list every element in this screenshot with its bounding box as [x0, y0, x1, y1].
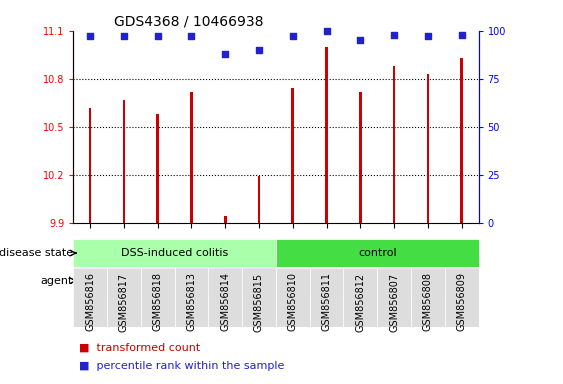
Text: GSM856818: GSM856818 [153, 272, 163, 331]
Text: DSS-induced colitis: DSS-induced colitis [121, 248, 228, 258]
Bar [157, 114, 159, 223]
Point [423, 33, 432, 40]
Bar [73, 239, 276, 267]
Bar [224, 216, 226, 223]
Bar [89, 108, 91, 223]
Text: control: control [358, 248, 396, 258]
Text: agent: agent [41, 276, 73, 286]
Text: GSM856809: GSM856809 [457, 272, 467, 331]
Text: GSM856811: GSM856811 [321, 272, 332, 331]
Text: GSM856812: GSM856812 [355, 272, 365, 331]
Bar [73, 268, 107, 327]
Bar [190, 91, 193, 223]
Text: GSM856814: GSM856814 [220, 272, 230, 331]
Point [221, 51, 230, 57]
Bar [461, 58, 463, 223]
Bar [427, 74, 429, 223]
Point [119, 33, 128, 40]
Bar [325, 47, 328, 223]
Bar [276, 267, 377, 295]
Point [187, 33, 196, 40]
Text: water: water [412, 276, 444, 286]
Text: ■  percentile rank within the sample: ■ percentile rank within the sample [79, 361, 284, 371]
Text: GSM856807: GSM856807 [389, 272, 399, 331]
Bar [343, 268, 377, 327]
Text: disease state: disease state [0, 248, 73, 258]
Bar [107, 268, 141, 327]
Text: GSM856816: GSM856816 [85, 272, 95, 331]
Text: GSM856810: GSM856810 [288, 272, 298, 331]
Bar [73, 267, 175, 295]
Bar [292, 88, 294, 223]
Bar [258, 176, 260, 223]
Bar [208, 268, 242, 327]
Bar [276, 239, 479, 267]
Text: GSM856815: GSM856815 [254, 272, 264, 331]
Point [390, 31, 399, 38]
Point [86, 33, 95, 40]
Point [322, 28, 331, 34]
Text: water: water [209, 276, 241, 286]
Text: GDS4368 / 10466938: GDS4368 / 10466938 [114, 14, 263, 28]
Text: GSM856813: GSM856813 [186, 272, 196, 331]
Point [288, 33, 297, 40]
Bar [445, 268, 479, 327]
Text: L-Arg: L-Arg [312, 276, 341, 286]
Bar [242, 268, 276, 327]
Bar [175, 267, 276, 295]
Bar [310, 268, 343, 327]
Bar [276, 268, 310, 327]
Bar [393, 66, 395, 223]
Bar [123, 99, 125, 223]
Point [153, 33, 162, 40]
Bar [377, 268, 411, 327]
Text: GSM856808: GSM856808 [423, 272, 433, 331]
Text: GSM856817: GSM856817 [119, 272, 129, 331]
Text: ■  transformed count: ■ transformed count [79, 343, 200, 353]
Point [254, 47, 263, 53]
Text: L-Arg: L-Arg [109, 276, 138, 286]
Bar [175, 268, 208, 327]
Point [457, 31, 466, 38]
Bar [377, 267, 479, 295]
Point [356, 37, 365, 43]
Bar [141, 268, 175, 327]
Bar [359, 91, 361, 223]
Bar [411, 268, 445, 327]
